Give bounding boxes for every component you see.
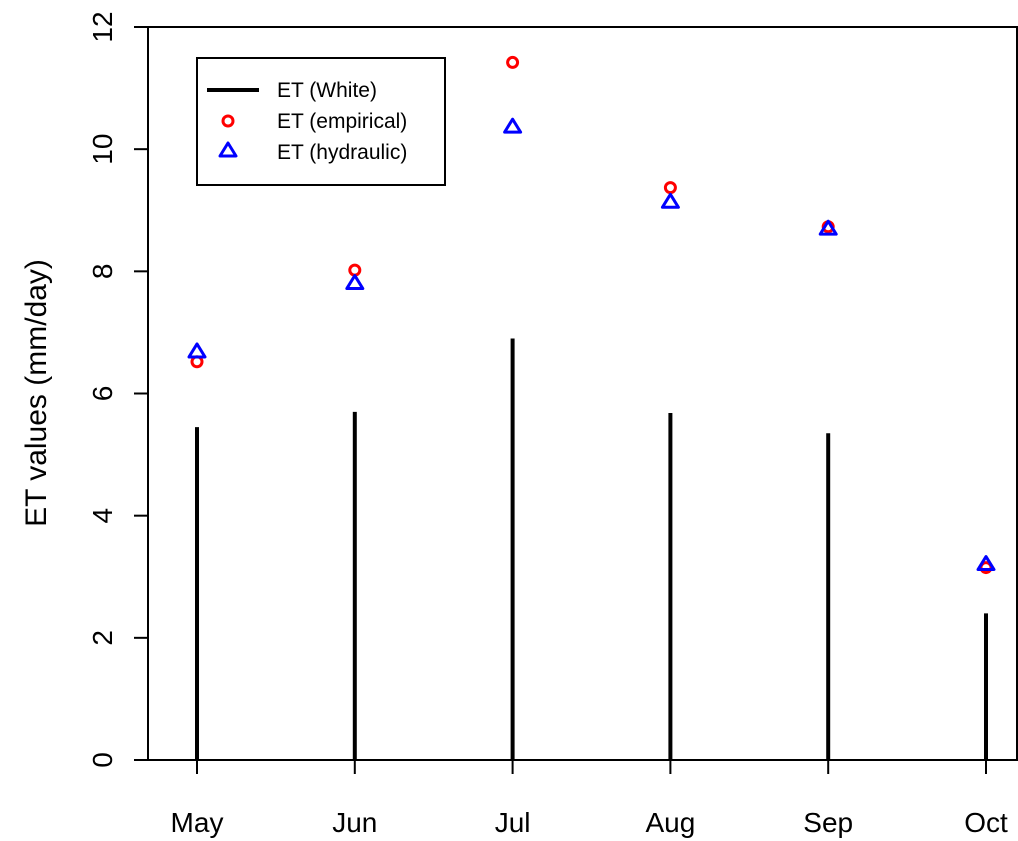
legend-label-et-white: ET (White) <box>277 79 377 102</box>
y-tick-label-6: 6 <box>87 386 118 402</box>
et-hydraulic-point-oct <box>976 555 996 572</box>
x-tick-label-may: May <box>171 807 224 838</box>
y-axis-label: ET values (mm/day) <box>20 259 53 527</box>
x-tick-label-aug: Aug <box>645 807 695 838</box>
x-tick-label-jul: Jul <box>495 807 531 838</box>
y-axis: 0 2 4 6 8 10 12 <box>87 11 149 768</box>
legend-label-et-empirical: ET (empirical) <box>277 110 407 133</box>
y-tick-label-8: 8 <box>87 264 118 280</box>
et-hydraulic-point-jul <box>503 117 523 134</box>
legend-label-et-hydraulic: ET (hydraulic) <box>277 141 407 164</box>
et-hydraulic-point-sep <box>818 219 838 236</box>
legend-key-et-hydraulic <box>218 141 238 158</box>
et-empirical-point-oct <box>979 561 993 575</box>
y-tick-label-10: 10 <box>87 134 118 165</box>
et-hydraulic-point-may <box>187 342 207 359</box>
x-tick-label-jun: Jun <box>332 807 377 838</box>
et-hydraulic-point-jun <box>345 274 365 291</box>
x-tick-label-oct: Oct <box>964 807 1008 838</box>
legend-key-et-empirical <box>221 114 235 128</box>
et-empirical-point-jul <box>506 55 520 69</box>
et-empirical-point-aug <box>663 181 677 195</box>
et-empirical-point-jun <box>348 263 362 277</box>
x-tick-label-sep: Sep <box>803 807 853 838</box>
y-tick-label-0: 0 <box>87 752 118 768</box>
series-et-hydraulic <box>187 117 996 572</box>
series-et-empirical <box>190 55 993 575</box>
y-tick-label-2: 2 <box>87 630 118 646</box>
legend: ET (White) ET (empirical) ET (hydraulic) <box>196 57 446 186</box>
x-axis: May Jun Jul Aug Sep Oct <box>171 760 1008 838</box>
y-tick-label-12: 12 <box>87 11 118 42</box>
et-hydraulic-point-aug <box>660 192 680 209</box>
legend-box <box>196 57 446 186</box>
series-et-white <box>195 338 988 760</box>
y-tick-label-4: 4 <box>87 508 118 524</box>
